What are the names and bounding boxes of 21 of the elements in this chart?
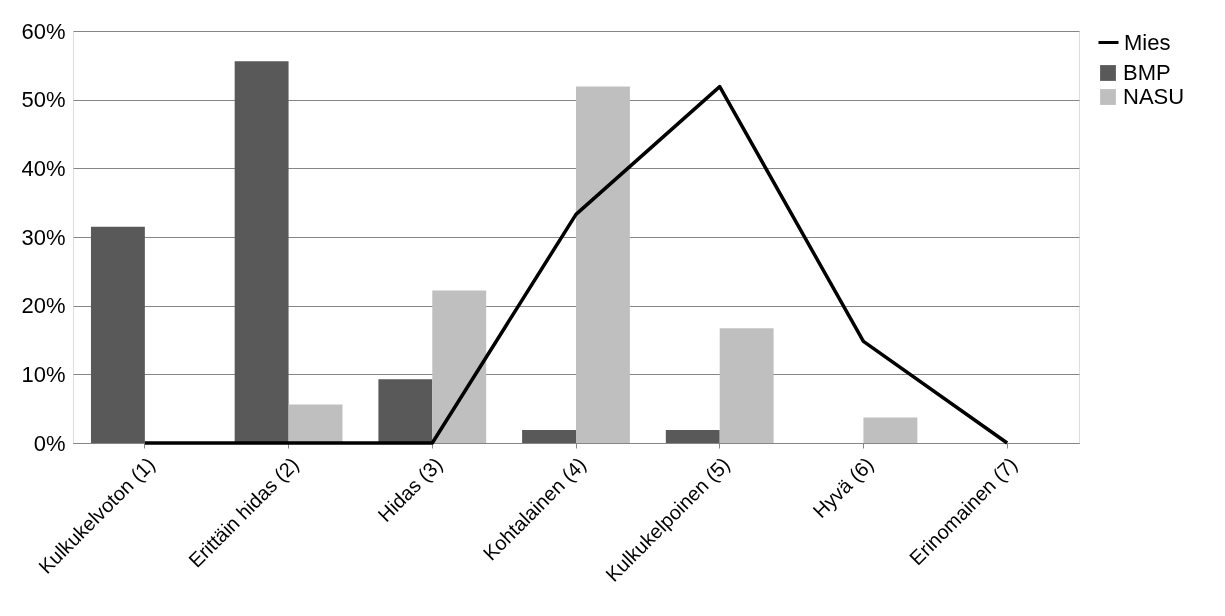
bar	[234, 61, 289, 443]
y-tick-label: 50%	[21, 87, 66, 113]
y-tick-label: 60%	[21, 18, 66, 44]
bar	[719, 328, 774, 443]
y-tick-label: 40%	[21, 155, 66, 181]
legend-label: BMP	[1123, 60, 1171, 85]
legend-label: Mies	[1124, 29, 1171, 55]
y-tick-label: 0%	[33, 430, 66, 456]
bar	[863, 417, 918, 443]
bar	[522, 429, 576, 443]
bar	[665, 429, 720, 443]
legend-label: NASU	[1123, 84, 1185, 109]
bar	[288, 404, 343, 443]
bar	[90, 226, 145, 443]
y-tick-label: 10%	[21, 361, 66, 387]
bar	[576, 86, 630, 443]
y-tick-label: 20%	[21, 293, 66, 319]
y-tick-label: 30%	[21, 224, 66, 250]
bar	[378, 379, 433, 443]
bar	[432, 290, 487, 443]
line-series	[143, 84, 1009, 445]
